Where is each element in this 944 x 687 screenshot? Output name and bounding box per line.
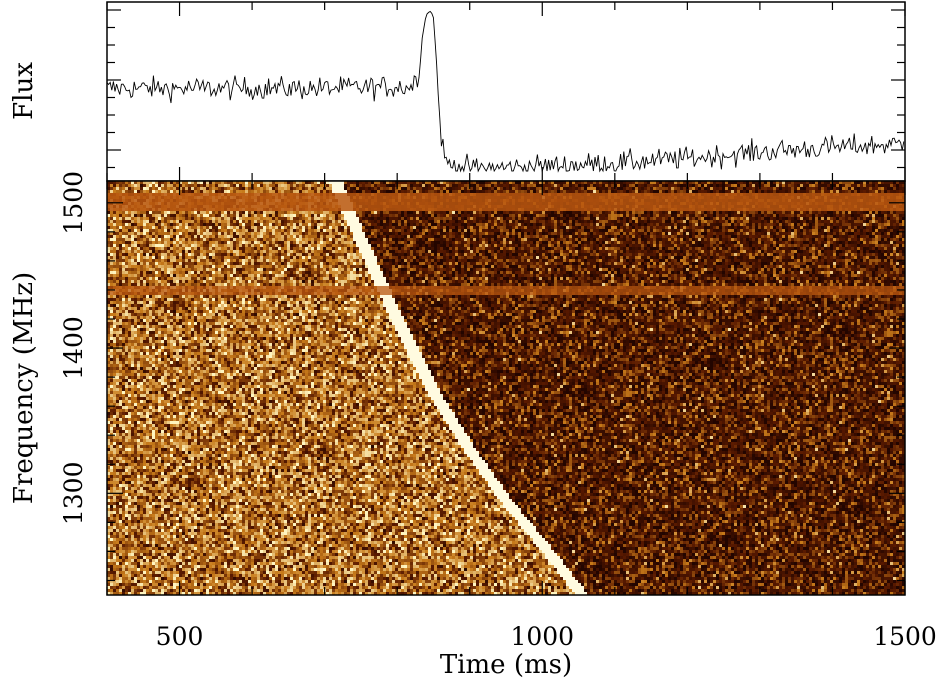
x-tick-label: 500 (156, 622, 204, 651)
flux-profile-line (106, 10, 905, 173)
y-tick-labels: 1300 1400 1500 (59, 171, 88, 525)
dynamic-spectrum-heatmap (107, 181, 905, 595)
x-tick-label: 1500 (873, 622, 937, 651)
y-tick-label: 1500 (59, 171, 88, 235)
y-tick-label: 1400 (59, 316, 88, 380)
flux-panel-ticks (106, 2, 906, 181)
x-axis-label: Time (ms) (440, 650, 572, 680)
x-tick-labels: 500 1000 1500 (156, 622, 937, 651)
y-tick-label: 1300 (59, 462, 88, 526)
flux-axis-label: Flux (9, 62, 39, 120)
y-axis-label: Frequency (MHz) (9, 272, 39, 504)
x-tick-label: 1000 (510, 622, 574, 651)
flux-panel: Flux (9, 1, 906, 182)
